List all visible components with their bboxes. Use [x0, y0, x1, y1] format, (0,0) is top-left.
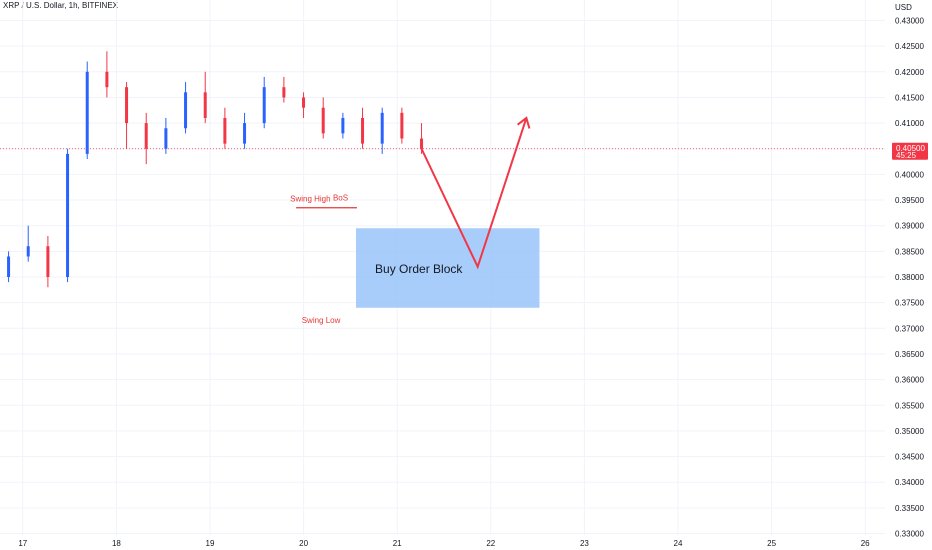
candle[interactable]	[46, 235, 50, 288]
candle[interactable]	[302, 92, 306, 118]
price-tick-label: 0.36000	[895, 376, 924, 385]
price-tick-label: 0.34000	[895, 478, 924, 487]
candle-body	[85, 71, 89, 154]
time-tick-label: 17	[18, 539, 27, 548]
time-tick-label: 25	[767, 539, 776, 548]
candle-body	[105, 71, 109, 88]
candle[interactable]	[321, 97, 325, 139]
candle[interactable]	[262, 76, 266, 129]
price-tick-label: 0.39000	[895, 222, 924, 231]
price-tick-label: 0.33000	[895, 530, 924, 539]
price-tick-label: 0.42000	[895, 68, 924, 77]
candle[interactable]	[223, 107, 227, 149]
candle-body	[420, 138, 424, 149]
price-tick-label: 0.38500	[895, 247, 924, 256]
candle[interactable]	[380, 107, 384, 154]
candle[interactable]	[125, 82, 129, 149]
candle-body	[7, 256, 11, 277]
time-tick-label: 19	[206, 539, 215, 548]
candle[interactable]	[361, 107, 365, 149]
grid	[0, 0, 885, 535]
time-tick-label: 24	[674, 539, 683, 548]
candle-body	[223, 117, 227, 144]
projection-arrow-head	[517, 116, 531, 129]
bos-label: BoS	[333, 194, 348, 203]
price-tick-label: 0.36500	[895, 350, 924, 359]
candle-body	[282, 87, 286, 98]
candle[interactable]	[341, 112, 345, 139]
swing-low-label: Swing Low	[302, 316, 341, 325]
candle-body	[144, 123, 148, 149]
bar-countdown: 45:25	[896, 151, 917, 160]
price-tick-label: 0.35500	[895, 401, 924, 410]
order-block-label: Buy Order Block	[375, 262, 463, 276]
price-axis-unit: USD	[895, 3, 912, 12]
candle-body	[361, 117, 365, 144]
price-tick-label: 0.34500	[895, 453, 924, 462]
annotations: Swing High BoS Swing Low	[290, 116, 531, 325]
time-tick-label: 22	[486, 539, 495, 548]
price-tick-label: 0.43000	[895, 17, 924, 26]
candles	[7, 51, 424, 288]
candle[interactable]	[144, 112, 148, 165]
time-axis[interactable]: 17 18 19 20 21 22 23 24 25 26	[18, 539, 870, 548]
candle-body	[203, 92, 207, 118]
swing-high-label: Swing High	[290, 195, 330, 204]
candle[interactable]	[243, 112, 247, 149]
candle-body	[26, 246, 30, 257]
candle[interactable]	[282, 76, 286, 103]
time-tick-label: 23	[580, 539, 589, 548]
time-tick-label: 18	[112, 539, 121, 548]
chart-title: XRP / U.S. Dollar, 1h, BITFINEX	[3, 1, 118, 10]
time-tick-label: 21	[393, 539, 402, 548]
candle-body	[164, 128, 168, 149]
candle[interactable]	[66, 148, 70, 283]
price-tick-label: 0.38000	[895, 273, 924, 282]
price-tick-label: 0.41000	[895, 119, 924, 128]
candle[interactable]	[7, 251, 11, 283]
order-block-rect[interactable]	[356, 228, 540, 308]
current-price-tag: 0.40500 45:25	[892, 142, 928, 160]
price-tick-label: 0.37000	[895, 324, 924, 333]
candle[interactable]	[184, 82, 188, 134]
candle-body	[380, 112, 384, 144]
current-price-value: 0.40500	[896, 144, 925, 153]
price-tick-label: 0.41500	[895, 93, 924, 102]
price-tick-label: 0.33500	[895, 504, 924, 513]
price-tick-label: 0.39500	[895, 196, 924, 205]
candle-body	[125, 87, 129, 124]
candle-body	[400, 112, 404, 139]
candle-body	[243, 123, 247, 144]
candle[interactable]	[85, 61, 89, 160]
projection-arrow[interactable]	[420, 117, 528, 270]
candle[interactable]	[105, 51, 109, 98]
price-tick-label: 0.40000	[895, 170, 924, 179]
candle[interactable]	[164, 117, 168, 154]
candle[interactable]	[26, 225, 30, 262]
time-tick-label: 26	[861, 539, 870, 548]
candle-body	[46, 246, 50, 277]
candle[interactable]	[203, 71, 207, 124]
candle-body	[302, 97, 306, 108]
candle-body	[341, 117, 345, 134]
order-block-layer: Buy Order Block	[356, 228, 540, 308]
price-axis[interactable]: USD 0.43000 0.42500 0.42000 0.41500 0.41000 0…	[895, 3, 924, 539]
candle-body	[66, 153, 70, 277]
price-tick-label: 0.42500	[895, 42, 924, 51]
candle-body	[321, 107, 325, 134]
price-tick-label: 0.35000	[895, 427, 924, 436]
price-tick-label: 0.37500	[895, 299, 924, 308]
time-tick-label: 20	[299, 539, 308, 548]
candle-body	[262, 87, 266, 124]
candle[interactable]	[400, 107, 404, 144]
candle-body	[184, 92, 188, 129]
